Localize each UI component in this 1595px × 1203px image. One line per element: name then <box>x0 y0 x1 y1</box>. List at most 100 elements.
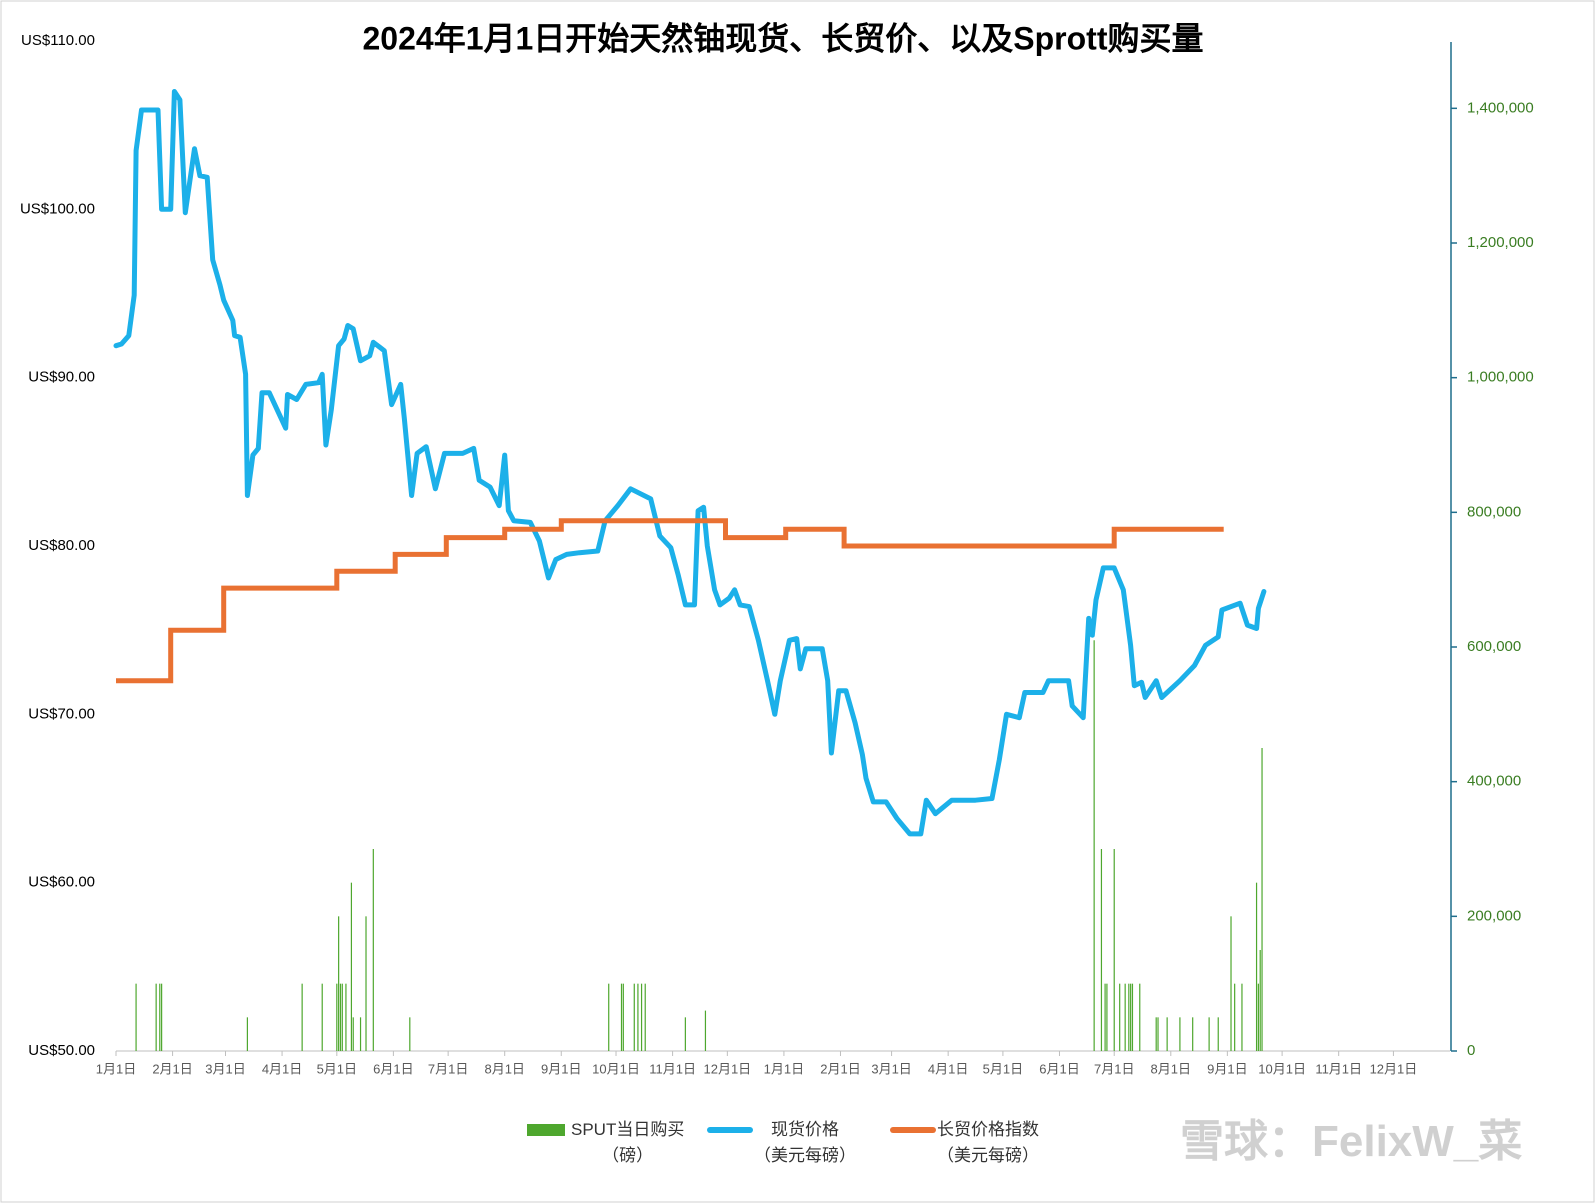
bar <box>1104 983 1106 1051</box>
bar <box>1230 916 1232 1051</box>
bar <box>1106 983 1108 1051</box>
x-tick-label: 6月1日 <box>1039 1061 1079 1076</box>
bar <box>644 983 646 1051</box>
x-tick-label: 2月1日 <box>820 1061 860 1076</box>
legend-label: 长贸价格指数 （美元每磅） <box>937 1120 1039 1165</box>
bar <box>1119 983 1121 1051</box>
bar <box>1128 983 1130 1051</box>
bar <box>1100 849 1103 1051</box>
bar <box>1234 983 1236 1051</box>
x-tick-label: 4月1日 <box>928 1061 968 1076</box>
bar <box>1166 1017 1168 1051</box>
x-tick-label: 5月1日 <box>983 1061 1023 1076</box>
bar <box>339 983 342 1051</box>
bar <box>352 1017 354 1051</box>
y2-tick-label: 600,000 <box>1467 638 1521 655</box>
y-tick-label: US$100.00 <box>20 200 95 217</box>
bar <box>1259 950 1261 1051</box>
x-tick-label: 12月1日 <box>703 1061 751 1076</box>
legend-label: SPUT当日购买 （磅） <box>571 1120 685 1165</box>
x-tick-label: 9月1日 <box>541 1061 581 1076</box>
legend-label: 现货价格 （美元每磅） <box>754 1120 856 1165</box>
bar <box>1261 748 1263 1051</box>
bar <box>359 1017 362 1051</box>
bar <box>633 983 635 1051</box>
bar <box>1179 1017 1181 1051</box>
x-tick-label: 11月1日 <box>1315 1061 1362 1076</box>
bar <box>622 983 624 1051</box>
bar <box>161 983 163 1051</box>
bar <box>1257 983 1259 1051</box>
bar <box>684 1017 686 1051</box>
x-tick-label: 3月1日 <box>205 1061 245 1076</box>
x-tick-label: 4月1日 <box>262 1061 302 1076</box>
x-tick-label: 6月1日 <box>373 1061 413 1076</box>
bar <box>1124 983 1126 1051</box>
x-tick-label: 1月1日 <box>764 1061 804 1076</box>
bar <box>409 1017 411 1051</box>
x-tick-label: 8月1日 <box>1151 1061 1191 1076</box>
bar <box>608 983 610 1051</box>
x-tick-label: 10月1日 <box>1258 1061 1306 1076</box>
y-tick-label: US$80.00 <box>28 537 95 554</box>
x-tick-label: 8月1日 <box>484 1061 524 1076</box>
legend-swatch <box>527 1124 565 1136</box>
x-tick-label: 12月1日 <box>1370 1061 1418 1076</box>
x-tick-label: 10月1日 <box>592 1061 640 1076</box>
y-tick-label: US$110.00 <box>21 32 95 49</box>
bar <box>338 916 340 1051</box>
bar <box>1192 1017 1194 1051</box>
y2-tick-label: 1,400,000 <box>1467 99 1534 116</box>
x-tick-label: 7月1日 <box>1094 1061 1134 1076</box>
bar <box>1208 1017 1210 1051</box>
bar <box>345 983 347 1051</box>
bar <box>1093 640 1095 1051</box>
bar <box>1157 1017 1159 1051</box>
y2-tick-label: 200,000 <box>1467 907 1521 924</box>
x-tick-label: 2月1日 <box>152 1061 192 1076</box>
bar <box>321 983 323 1051</box>
y2-tick-label: 1,000,000 <box>1467 369 1534 386</box>
x-tick-label: 3月1日 <box>871 1061 911 1076</box>
y2-tick-label: 800,000 <box>1467 503 1521 520</box>
x-tick-label: 1月1日 <box>96 1061 136 1076</box>
bar <box>341 983 343 1051</box>
y2-tick-label: 0 <box>1467 1042 1475 1059</box>
bar <box>159 983 161 1051</box>
bar <box>246 1017 248 1051</box>
y2-tick-label: 1,200,000 <box>1467 234 1534 251</box>
bar <box>1155 1017 1157 1051</box>
watermark: 雪球：FelixW_菜 <box>1180 1117 1523 1166</box>
bar <box>1241 983 1243 1051</box>
y-tick-label: US$70.00 <box>28 705 95 722</box>
y-tick-label: US$50.00 <box>28 1042 95 1059</box>
bar <box>704 1010 707 1051</box>
bar <box>620 983 623 1051</box>
bar <box>1139 983 1141 1051</box>
x-tick-label: 11月1日 <box>649 1061 696 1076</box>
bar <box>135 983 137 1051</box>
bar <box>365 916 367 1051</box>
bar <box>1255 882 1258 1051</box>
bar <box>1217 1017 1219 1051</box>
x-tick-label: 5月1日 <box>317 1061 357 1076</box>
y-tick-label: US$90.00 <box>28 369 95 386</box>
bar <box>637 983 639 1051</box>
line <box>113 89 1267 837</box>
bar <box>640 983 643 1051</box>
bar <box>155 983 157 1051</box>
y-tick-label: US$60.00 <box>28 874 95 891</box>
step-line <box>116 518 1224 684</box>
x-tick-label: 7月1日 <box>428 1061 468 1076</box>
bar <box>1131 983 1134 1051</box>
bar <box>350 882 353 1051</box>
bar <box>1130 983 1132 1051</box>
y2-tick-label: 400,000 <box>1467 773 1521 790</box>
bar <box>1113 849 1115 1051</box>
bar <box>336 983 338 1051</box>
x-tick-label: 9月1日 <box>1207 1061 1247 1076</box>
bar <box>301 983 303 1051</box>
